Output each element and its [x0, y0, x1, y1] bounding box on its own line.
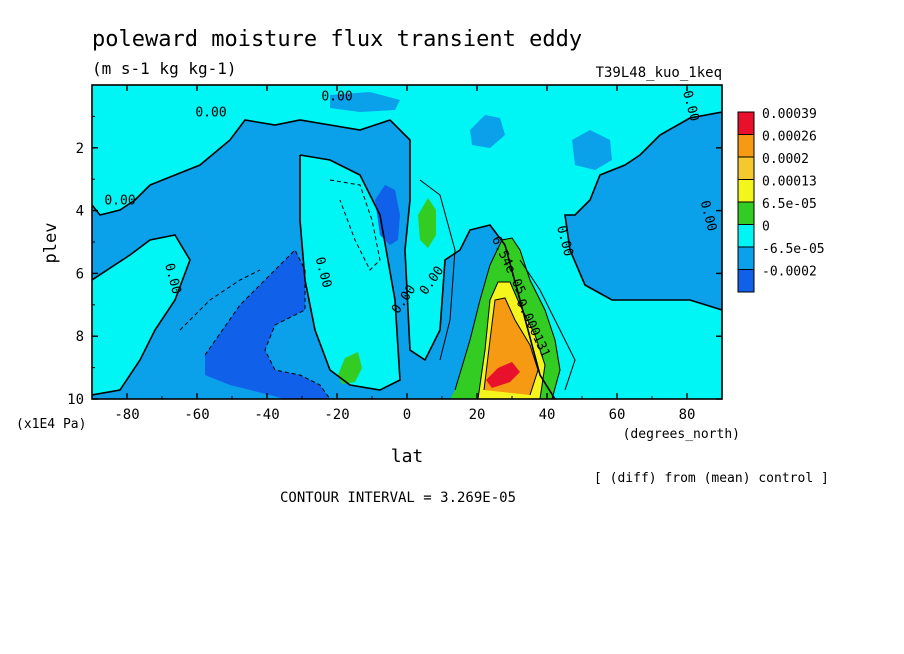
- positive-region-upper: [92, 85, 722, 399]
- positive-contours: [419, 179, 576, 399]
- small-green-patch-1: [418, 198, 436, 248]
- y-axis-label: plev: [41, 223, 61, 264]
- y-tick-label: 10: [67, 392, 84, 408]
- negative-pocket-1: [470, 115, 505, 148]
- colorbar-label: 0.00013: [762, 175, 817, 190]
- x-axis-label: lat: [391, 446, 424, 467]
- y-tick-label: 8: [76, 329, 84, 345]
- x-tick-label: -60: [184, 407, 209, 423]
- colorbar-swatch: [737, 111, 755, 135]
- diff-note: [ (diff) from (mean) control ]: [594, 471, 829, 486]
- x-tick-label: -20: [324, 407, 349, 423]
- colorbar-label: 0.0002: [762, 152, 809, 167]
- colorbar-label: -6.5e-05: [762, 242, 825, 257]
- negative-pocket-3: [330, 92, 400, 112]
- y-axis-unit: (x1E4 Pa): [16, 417, 86, 432]
- x-axis: -80 -60 -40 -20 0 20 40 60 80: [91, 85, 723, 423]
- contour-label: 0.00: [104, 193, 135, 208]
- contour-label: 0.00: [321, 90, 352, 105]
- plot-area: 0.000.000.000.000.00 0.000.000.000.000.00…: [92, 74, 722, 399]
- x-tick-label: 60: [609, 407, 626, 423]
- x-tick-label: -40: [254, 407, 279, 423]
- colorbar-swatch: [737, 156, 755, 180]
- strong-negative-region-north: [375, 185, 400, 245]
- colorbar: 0.00039 0.00026 0.0002 0.00013 6.5e-05 0 -6.5e…: [737, 107, 825, 293]
- y-tick-label: 4: [76, 204, 84, 220]
- contour-label: 0.00: [584, 74, 615, 89]
- colorbar-label: -0.0002: [762, 265, 817, 280]
- colorbar-swatch: [737, 269, 755, 293]
- colorbar-label: 0.00039: [762, 107, 817, 122]
- negative-contours: [179, 179, 381, 399]
- contour-label: 0.00: [195, 105, 226, 120]
- negative-pocket-2: [572, 130, 612, 170]
- strong-negative-region-south: [205, 250, 330, 399]
- positive-region-middle: [300, 155, 400, 390]
- colorbar-swatch: [737, 179, 755, 203]
- model-label: T39L48_kuo_1keq: [596, 65, 722, 81]
- positive-core-red: [486, 362, 520, 388]
- colorbar-swatch: [737, 134, 755, 158]
- y-tick-label: 2: [76, 141, 84, 157]
- x-axis-unit: (degrees_north): [623, 427, 740, 442]
- y-axis: 2 4 6 8 10: [67, 115, 722, 408]
- x-tick-label: 20: [469, 407, 486, 423]
- colorbar-swatch: [737, 224, 755, 248]
- chart-title: poleward moisture flux transient eddy: [92, 27, 582, 52]
- x-tick-label: 40: [539, 407, 556, 423]
- contour-interval: CONTOUR INTERVAL = 3.269E-05: [280, 490, 516, 506]
- colorbar-swatch: [737, 246, 755, 270]
- colorbar-swatch: [737, 201, 755, 225]
- x-tick-label: 0: [403, 407, 411, 423]
- colorbar-label: 0: [762, 220, 770, 235]
- small-green-patch-2: [338, 352, 362, 384]
- x-tick-label: 80: [679, 407, 696, 423]
- colorbar-label: 0.00026: [762, 130, 817, 145]
- positive-region-south: [92, 235, 190, 395]
- chart-units: (m s-1 kg kg-1): [92, 59, 237, 78]
- y-tick-label: 6: [76, 266, 84, 282]
- colorbar-label: 6.5e-05: [762, 197, 817, 212]
- x-tick-label: -80: [114, 407, 139, 423]
